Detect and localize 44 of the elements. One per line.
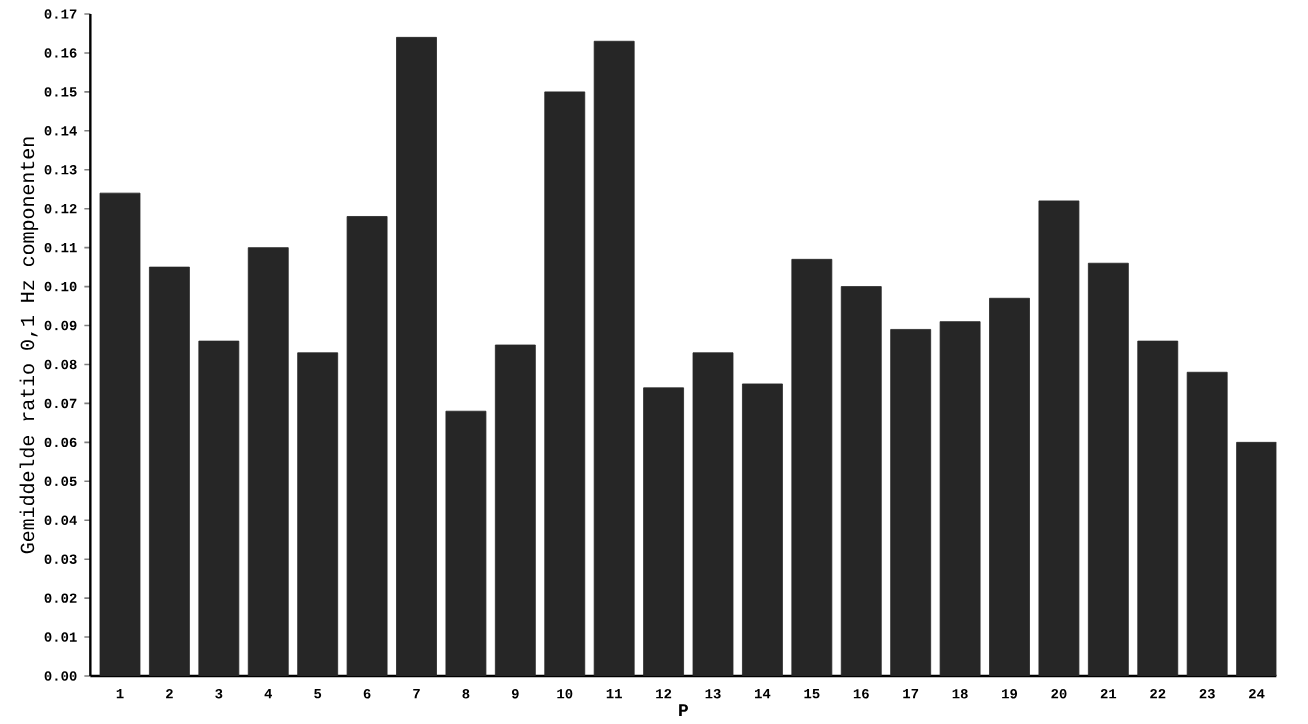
y-tick-label: 0.17 [44,9,77,19]
x-tick-label: 19 [1002,689,1018,699]
y-tick-label: 0.03 [44,554,77,564]
x-tick-label: 22 [1150,689,1166,699]
x-tick-label: 6 [363,689,371,699]
x-tick-label: 2 [166,689,173,699]
y-tick-label: 0.01 [44,632,77,642]
x-tick-label: 4 [264,689,272,699]
y-tick-label: 0.11 [44,242,77,253]
y-tick-label: 0.16 [44,48,77,58]
x-tick-label: 14 [754,689,771,699]
x-tick-label: 17 [903,689,919,699]
x-tick-label: 13 [705,689,721,699]
x-tick-label: 12 [656,689,672,699]
y-tick-label: 0.10 [44,281,77,292]
y-axis-title: Gemiddelde ratio 0,1 Hz componenten [19,137,39,554]
y-tick-label: 0.07 [44,398,77,409]
y-tick-label: 0.06 [44,437,77,448]
x-axis-title: P [679,704,688,717]
x-tick-label: 23 [1199,689,1215,699]
y-tick-label: 0.04 [44,515,77,525]
y-tick-label: 0.09 [44,320,77,331]
x-tick-label: 10 [557,689,573,699]
y-tick-label: 0.14 [44,126,77,136]
y-tick-label: 0.15 [44,87,77,97]
x-tick-label: 21 [1100,689,1117,699]
y-tick-label: 0.13 [44,165,77,175]
y-tick-label: 0.08 [44,359,77,370]
x-tick-label: 16 [853,689,869,699]
x-tick-label: 18 [952,689,968,699]
x-tick-label: 11 [606,689,622,699]
y-tick-label: 0.12 [44,203,77,214]
y-tick-label: 0.00 [44,671,77,681]
y-tick-label: 0.05 [44,476,77,487]
x-tick-label: 20 [1051,689,1067,699]
x-tick-label: 3 [215,689,223,699]
x-tick-label: 15 [804,689,820,699]
x-tick-label: 1 [116,689,124,699]
x-tick-label: 8 [462,689,470,699]
y-tick-label: 0.02 [44,593,77,603]
x-tick-label: 5 [314,689,322,699]
x-tick-label: 24 [1249,689,1265,699]
x-tick-label: 9 [511,689,519,699]
x-tick-label: 7 [413,689,420,699]
